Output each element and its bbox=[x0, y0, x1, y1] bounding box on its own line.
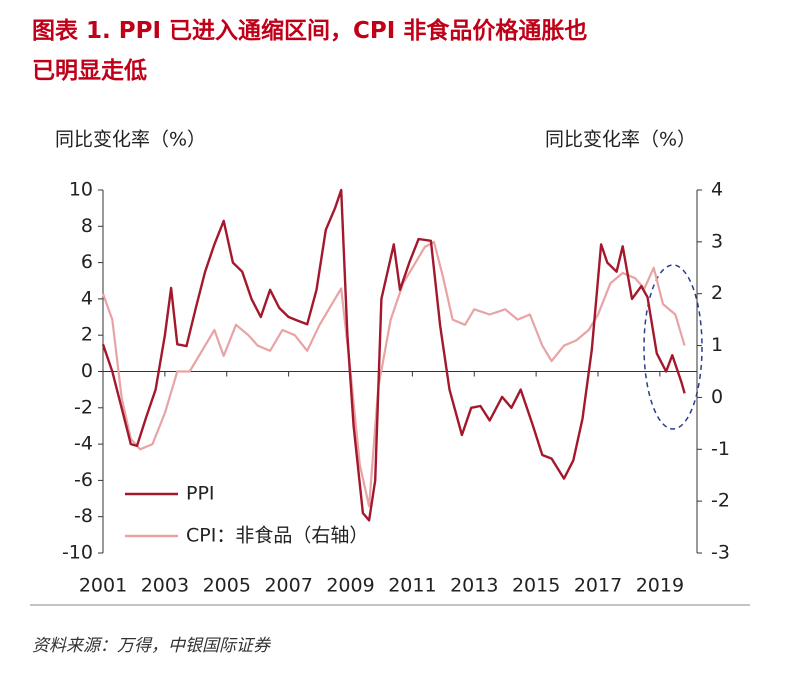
y-axis-label: 同比变化率（%） bbox=[55, 129, 206, 151]
x-tick-label: 2007 bbox=[264, 575, 312, 597]
y-tick-label: 6 bbox=[81, 251, 93, 273]
x-tick-label: 2017 bbox=[574, 575, 622, 597]
y2-tick-label: 4 bbox=[711, 179, 723, 201]
source: 资料来源：万得，中银国际证券 bbox=[32, 636, 272, 656]
series-line bbox=[101, 240, 686, 508]
x-tick-label: 2001 bbox=[79, 575, 127, 597]
y2-tick-label: -1 bbox=[711, 438, 730, 460]
y2-tick-label: 0 bbox=[711, 386, 723, 408]
y-tick-label: 2 bbox=[81, 324, 93, 346]
y2-tick-label: -3 bbox=[711, 542, 730, 564]
y-tick-label: -4 bbox=[74, 433, 93, 455]
y-tick-label: -8 bbox=[74, 505, 93, 527]
chart-title: 图表 1. PPI 已进入通缩区间，CPI 非食品价格通胀也 bbox=[32, 17, 587, 44]
highlight-ellipse bbox=[643, 264, 703, 430]
y-tick-label: -2 bbox=[74, 396, 93, 418]
y-tick-label: -10 bbox=[62, 542, 93, 564]
y2-tick-label: 3 bbox=[711, 230, 723, 252]
y2-tick-label: 1 bbox=[711, 334, 723, 356]
series-line bbox=[101, 188, 686, 522]
y-tick-label: 0 bbox=[81, 360, 93, 382]
legend-label: PPI bbox=[186, 483, 215, 505]
y2-tick-label: 2 bbox=[711, 282, 723, 304]
y2-axis-label: 同比变化率（%） bbox=[545, 129, 696, 151]
x-tick-label: 2011 bbox=[388, 575, 436, 597]
y-tick-label: 4 bbox=[81, 287, 93, 309]
x-tick-label: 2009 bbox=[326, 575, 374, 597]
x-tick-label: 2005 bbox=[203, 575, 251, 597]
x-tick-label: 2003 bbox=[141, 575, 189, 597]
chart-title: 已明显走低 bbox=[32, 58, 147, 84]
x-tick-label: 2019 bbox=[636, 575, 684, 597]
y-tick-label: -6 bbox=[74, 469, 93, 491]
x-tick-label: 2013 bbox=[450, 575, 498, 597]
x-tick-label: 2015 bbox=[512, 575, 560, 597]
y-tick-label: 10 bbox=[69, 179, 93, 201]
y2-tick-label: -2 bbox=[711, 490, 730, 512]
legend-label: CPI：非食品（右轴） bbox=[186, 525, 368, 547]
y-tick-label: 8 bbox=[81, 215, 93, 237]
